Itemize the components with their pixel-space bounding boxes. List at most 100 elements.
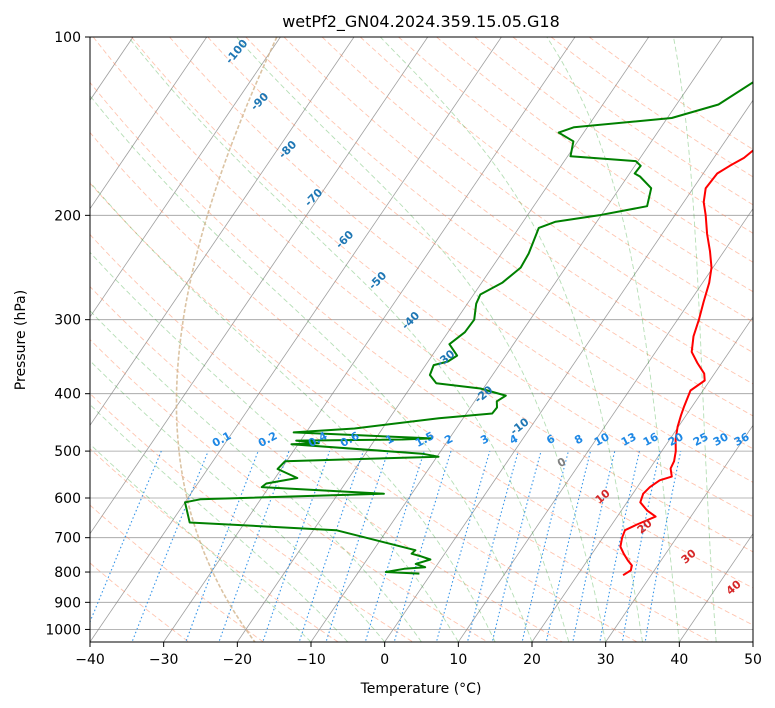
isotherm-line xyxy=(90,37,355,426)
mixing-ratio-line xyxy=(644,450,682,642)
x-tick-label: −10 xyxy=(296,652,326,668)
isotherm-line xyxy=(752,641,753,642)
mixing-ratio-line xyxy=(90,450,162,624)
dry-adiabat-line xyxy=(92,37,753,553)
mixing-ratio-line xyxy=(262,450,331,642)
isotherm-line xyxy=(531,316,753,642)
moist-adiabat-line xyxy=(90,360,386,642)
moist-adiabat-line xyxy=(379,37,643,642)
moist-adiabat-line xyxy=(90,95,533,642)
mixing-ratio-line xyxy=(131,450,209,642)
mixing-ratio-line xyxy=(364,450,425,642)
moist-adiabat-line xyxy=(235,37,607,642)
dry-adiabat-line xyxy=(436,37,753,263)
dry-adiabat-line xyxy=(90,448,340,642)
dewpoint-trace xyxy=(184,81,753,575)
mixing-ratio-label: 16 xyxy=(641,430,661,449)
dry-adiabat-line xyxy=(90,504,265,642)
isotherm-line xyxy=(457,207,753,642)
moist-adiabat-line xyxy=(546,37,680,642)
dry-adiabat-line xyxy=(90,285,564,642)
moist-adiabat-label: -20 xyxy=(472,383,496,406)
isotherm-line xyxy=(90,37,208,210)
sounding-traces xyxy=(184,81,753,577)
mixing-ratio-line xyxy=(545,450,592,642)
y-axis-ticks: 100 200 300 400 500 600 700 800 900 1000 xyxy=(45,30,90,638)
mixing-ratio-label: 8 xyxy=(572,432,585,447)
mixing-ratio-line xyxy=(521,450,569,642)
isotherm-line xyxy=(163,37,576,642)
mixing-ratio-line xyxy=(621,450,661,642)
y-tick-label: 900 xyxy=(54,595,81,611)
mixing-ratio-line xyxy=(298,450,364,642)
x-tick-label: 0 xyxy=(380,652,389,668)
dry-adiabat-line xyxy=(90,339,489,642)
isotherm-line xyxy=(236,37,650,642)
plot-frame xyxy=(89,36,754,643)
x-tick-label: 30 xyxy=(597,652,615,668)
x-tick-label: 40 xyxy=(670,652,688,668)
x-tick-label: 10 xyxy=(449,652,467,668)
x-tick-label: 50 xyxy=(744,652,762,668)
moist-adiabat-label: -60 xyxy=(333,228,356,251)
mixing-ratio-label: 20 xyxy=(666,430,686,449)
x-tick-label: 20 xyxy=(523,652,541,668)
moist-adiabat-label: -40 xyxy=(399,309,422,332)
moist-adiabat-line xyxy=(90,181,496,642)
y-tick-label: 700 xyxy=(54,531,81,547)
dry-adiabat-line xyxy=(169,37,753,483)
mixing-ratio-label: 6 xyxy=(544,432,557,447)
y-tick-label: 500 xyxy=(54,444,81,460)
x-tick-label: −40 xyxy=(75,652,105,668)
x-axis-label: Temperature (°C) xyxy=(360,681,482,697)
y-axis-label: Pressure (hPa) xyxy=(13,290,29,390)
mixing-ratio-line xyxy=(325,450,389,642)
dry-adiabat-line xyxy=(131,37,753,518)
y-tick-label: 300 xyxy=(54,313,81,329)
mixing-ratio-label: 30 xyxy=(711,430,731,449)
y-tick-label: 200 xyxy=(54,208,81,224)
moist-adiabat-line xyxy=(90,443,312,642)
moist-adiabat-line xyxy=(90,310,422,642)
y-tick-label: 1000 xyxy=(45,622,81,638)
moist-adiabat-label: -70 xyxy=(302,186,325,209)
y-tick-label: 100 xyxy=(54,30,81,46)
isotherm-line xyxy=(0,24,68,645)
x-tick-label: −30 xyxy=(149,652,179,668)
dry-adiabat-label: 10 xyxy=(593,486,613,506)
mixing-ratio-label: 0.6 xyxy=(338,429,362,450)
reference-curve-line xyxy=(175,37,278,642)
mixing-ratio-label: 1.5 xyxy=(413,429,436,450)
moist-adiabat-line xyxy=(673,37,717,642)
mixing-ratio-label: 13 xyxy=(619,430,639,449)
y-tick-label: 400 xyxy=(54,387,81,403)
mixing-ratio-label: 0.2 xyxy=(256,429,279,450)
dry-adiabat-line xyxy=(90,81,753,589)
mixing-ratio-line xyxy=(572,450,616,642)
isotherm-line xyxy=(90,37,281,318)
dry-adiabat-label: 40 xyxy=(724,577,744,597)
x-axis-ticks: −40 −30 −20 −10 0 10 20 30 40 50 xyxy=(75,642,762,668)
mixing-ratio-line xyxy=(393,450,452,642)
dry-adiabat-line xyxy=(90,182,713,642)
moist-adiabat-line xyxy=(90,404,349,642)
moist-adiabat-line xyxy=(90,251,459,642)
line-labels: -100-90-80-70-60-50-40-30-20-10010203040… xyxy=(210,37,752,598)
x-tick-label: −20 xyxy=(223,652,253,668)
mixing-ratio-label: 10 xyxy=(592,430,612,449)
mixing-ratio-label: 0.1 xyxy=(210,429,233,450)
isotherm-line xyxy=(90,37,502,642)
temperature-trace xyxy=(619,149,753,577)
mixing-ratio-line xyxy=(491,450,542,642)
mixing-ratio-line xyxy=(599,450,640,642)
dry-adiabat-line xyxy=(321,37,753,354)
moist-adiabat-label: -100 xyxy=(223,37,251,67)
isotherm-line xyxy=(384,99,753,642)
dry-adiabat-line xyxy=(90,131,753,626)
dry-adiabat-line xyxy=(359,37,753,323)
moist-adiabat-label: -80 xyxy=(276,138,299,161)
chart-title: wetPf2_GN04.2024.359.15.05.G18 xyxy=(282,12,560,32)
dry-adiabat-line xyxy=(90,392,414,642)
dry-adiabat-line xyxy=(90,233,638,642)
